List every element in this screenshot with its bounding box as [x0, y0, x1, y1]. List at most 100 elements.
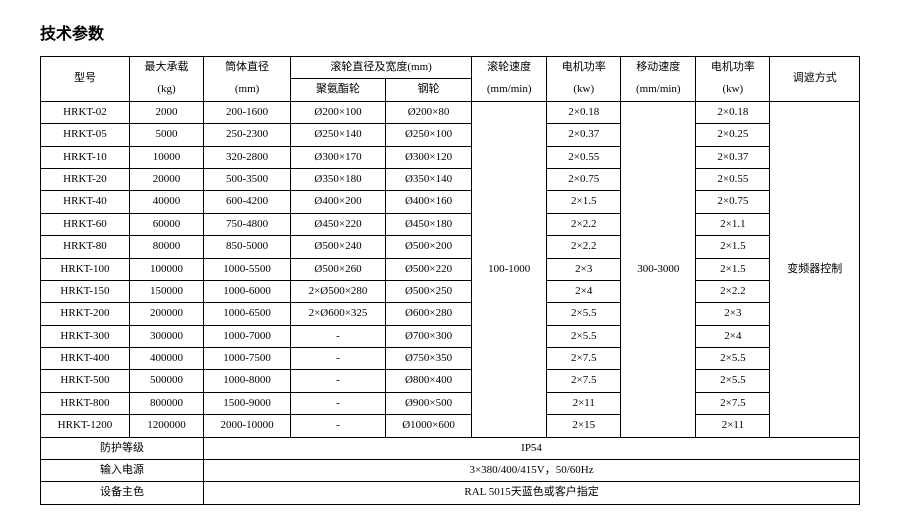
cell-load: 60000	[129, 213, 203, 235]
cell-load: 2000	[129, 101, 203, 123]
power-value: 3×380/400/415V，50/60Hz	[204, 460, 860, 482]
table-row: HRKT-1001000001000-5500Ø500×260Ø500×2202…	[41, 258, 860, 280]
cell-load: 800000	[129, 392, 203, 414]
cell-p1: 2×15	[547, 415, 621, 437]
col-poly: 聚氨酯轮	[291, 79, 386, 101]
cell-load: 100000	[129, 258, 203, 280]
cell-p2: 2×3	[696, 303, 770, 325]
col-rollerspeed-1: 滚轮速度	[472, 57, 547, 79]
cell-model: HRKT-02	[41, 101, 130, 123]
spec-table: 型号 最大承载 筒体直径 滚轮直径及宽度(mm) 滚轮速度 电机功率 移动速度 …	[40, 56, 860, 505]
cell-load: 1200000	[129, 415, 203, 437]
cell-dia: 1000-7500	[204, 348, 291, 370]
col-motorpower1-2: (kw)	[547, 79, 621, 101]
cell-model: HRKT-200	[41, 303, 130, 325]
cell-load: 20000	[129, 168, 203, 190]
cell-rollerspeed: 100-1000	[472, 101, 547, 437]
cell-steel: Ø400×160	[385, 191, 471, 213]
cell-p2: 2×4	[696, 325, 770, 347]
cell-p1: 2×4	[547, 280, 621, 302]
col-bodydia-1: 筒体直径	[204, 57, 291, 79]
cell-dia: 200-1600	[204, 101, 291, 123]
col-movespeed-2: (mm/min)	[621, 79, 696, 101]
col-bodydia-2: (mm)	[204, 79, 291, 101]
cell-model: HRKT-300	[41, 325, 130, 347]
color-label: 设备主色	[41, 482, 204, 504]
cell-model: HRKT-400	[41, 348, 130, 370]
cell-dia: 1000-8000	[204, 370, 291, 392]
cell-p2: 2×5.5	[696, 370, 770, 392]
cell-poly: 2×Ø600×325	[291, 303, 386, 325]
cell-steel: Ø250×100	[385, 124, 471, 146]
cell-poly: 2×Ø500×280	[291, 280, 386, 302]
cell-p1: 2×7.5	[547, 370, 621, 392]
cell-poly: Ø500×240	[291, 236, 386, 258]
cell-dia: 600-4200	[204, 191, 291, 213]
cell-steel: Ø900×500	[385, 392, 471, 414]
table-row: HRKT-022000200-1600Ø200×100Ø200×80100-10…	[41, 101, 860, 123]
cell-p1: 2×7.5	[547, 348, 621, 370]
cell-dia: 1500-9000	[204, 392, 291, 414]
cell-p2: 2×5.5	[696, 348, 770, 370]
cell-poly: Ø300×170	[291, 146, 386, 168]
col-motorpower1-1: 电机功率	[547, 57, 621, 79]
footer-color: 设备主色 RAL 5015天蓝色或客户指定	[41, 482, 860, 504]
cell-dia: 850-5000	[204, 236, 291, 258]
cell-load: 80000	[129, 236, 203, 258]
cell-steel: Ø600×280	[385, 303, 471, 325]
col-movespeed-1: 移动速度	[621, 57, 696, 79]
cell-model: HRKT-40	[41, 191, 130, 213]
table-row: HRKT-8080000850-5000Ø500×240Ø500×2002×2.…	[41, 236, 860, 258]
cell-poly: Ø500×260	[291, 258, 386, 280]
cell-load: 40000	[129, 191, 203, 213]
table-row: HRKT-055000250-2300Ø250×140Ø250×1002×0.3…	[41, 124, 860, 146]
table-row: HRKT-120012000002000-10000-Ø1000×6002×15…	[41, 415, 860, 437]
col-maxload-1: 最大承载	[129, 57, 203, 79]
cell-steel: Ø200×80	[385, 101, 471, 123]
cell-dia: 1000-6000	[204, 280, 291, 302]
cell-load: 5000	[129, 124, 203, 146]
cell-poly: -	[291, 348, 386, 370]
table-row: HRKT-3003000001000-7000-Ø700×3002×5.52×4	[41, 325, 860, 347]
cell-p1: 2×2.2	[547, 236, 621, 258]
cell-p1: 2×0.18	[547, 101, 621, 123]
table-row: HRKT-2002000001000-65002×Ø600×325Ø600×28…	[41, 303, 860, 325]
cell-dia: 1000-5500	[204, 258, 291, 280]
cell-dia: 320-2800	[204, 146, 291, 168]
cell-p1: 2×5.5	[547, 303, 621, 325]
table-row: HRKT-8008000001500-9000-Ø900×5002×112×7.…	[41, 392, 860, 414]
cell-model: HRKT-20	[41, 168, 130, 190]
cell-p2: 2×1.1	[696, 213, 770, 235]
cell-load: 400000	[129, 348, 203, 370]
cell-steel: Ø350×140	[385, 168, 471, 190]
cell-steel: Ø500×250	[385, 280, 471, 302]
cell-dia: 1000-6500	[204, 303, 291, 325]
cell-poly: Ø350×180	[291, 168, 386, 190]
cell-model: HRKT-10	[41, 146, 130, 168]
cell-model: HRKT-05	[41, 124, 130, 146]
col-rollerspeed-2: (mm/min)	[472, 79, 547, 101]
cell-p2: 2×0.25	[696, 124, 770, 146]
cell-load: 500000	[129, 370, 203, 392]
cell-p1: 2×0.75	[547, 168, 621, 190]
cell-model: HRKT-800	[41, 392, 130, 414]
table-row: HRKT-4040000600-4200Ø400×200Ø400×1602×1.…	[41, 191, 860, 213]
header-row-2: (kg) (mm) 聚氨酯轮 钢轮 (mm/min) (kw) (mm/min)…	[41, 79, 860, 101]
cell-p2: 2×1.5	[696, 236, 770, 258]
cell-p1: 2×2.2	[547, 213, 621, 235]
cell-poly: Ø400×200	[291, 191, 386, 213]
cell-steel: Ø1000×600	[385, 415, 471, 437]
cell-poly: Ø200×100	[291, 101, 386, 123]
cell-model: HRKT-100	[41, 258, 130, 280]
cell-p1: 2×11	[547, 392, 621, 414]
cell-load: 300000	[129, 325, 203, 347]
cell-load: 150000	[129, 280, 203, 302]
col-motorpower2-1: 电机功率	[696, 57, 770, 79]
cell-p1: 2×5.5	[547, 325, 621, 347]
cell-model: HRKT-80	[41, 236, 130, 258]
cell-steel: Ø300×120	[385, 146, 471, 168]
cell-poly: -	[291, 370, 386, 392]
col-steel: 钢轮	[385, 79, 471, 101]
cell-poly: -	[291, 415, 386, 437]
cell-p1: 2×3	[547, 258, 621, 280]
